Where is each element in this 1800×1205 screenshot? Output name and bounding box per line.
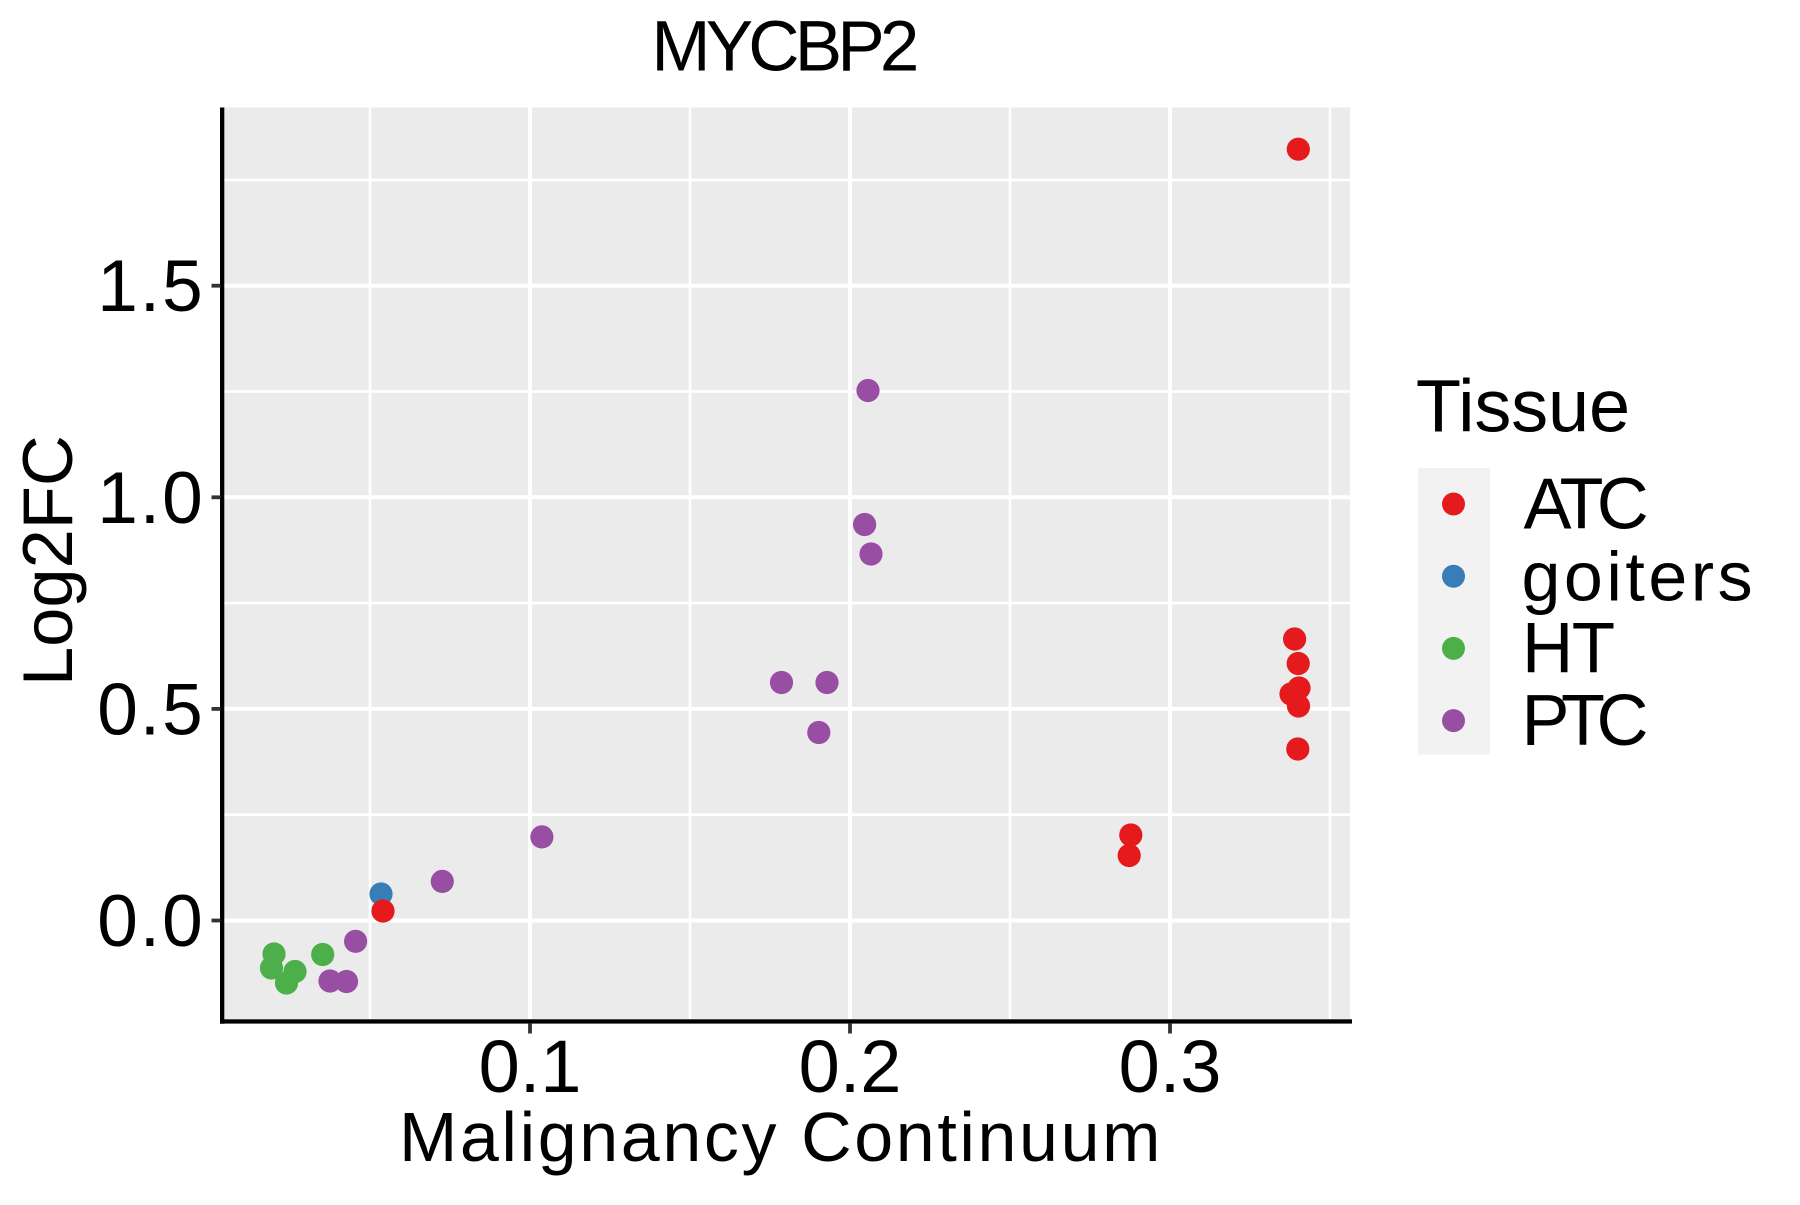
svg-text:PTC: PTC bbox=[1522, 681, 1647, 761]
svg-text:goiters: goiters bbox=[1522, 538, 1757, 616]
svg-text:1.5: 1.5 bbox=[97, 246, 204, 327]
svg-text:Log2FC: Log2FC bbox=[8, 435, 87, 686]
svg-text:0.0: 0.0 bbox=[97, 881, 204, 962]
svg-text:Malignancy Continuum: Malignancy Continuum bbox=[399, 1098, 1163, 1176]
svg-text:0.5: 0.5 bbox=[97, 670, 204, 751]
svg-text:0.1: 0.1 bbox=[479, 1025, 582, 1108]
svg-text:ATC: ATC bbox=[1524, 464, 1647, 544]
svg-text:Tissue: Tissue bbox=[1416, 365, 1630, 448]
svg-text:HT: HT bbox=[1522, 610, 1614, 689]
svg-text:0.3: 0.3 bbox=[1119, 1025, 1222, 1108]
svg-text:0.2: 0.2 bbox=[799, 1025, 902, 1108]
svg-text:1.0: 1.0 bbox=[97, 458, 204, 539]
svg-text:MYCBP2: MYCBP2 bbox=[651, 8, 915, 87]
